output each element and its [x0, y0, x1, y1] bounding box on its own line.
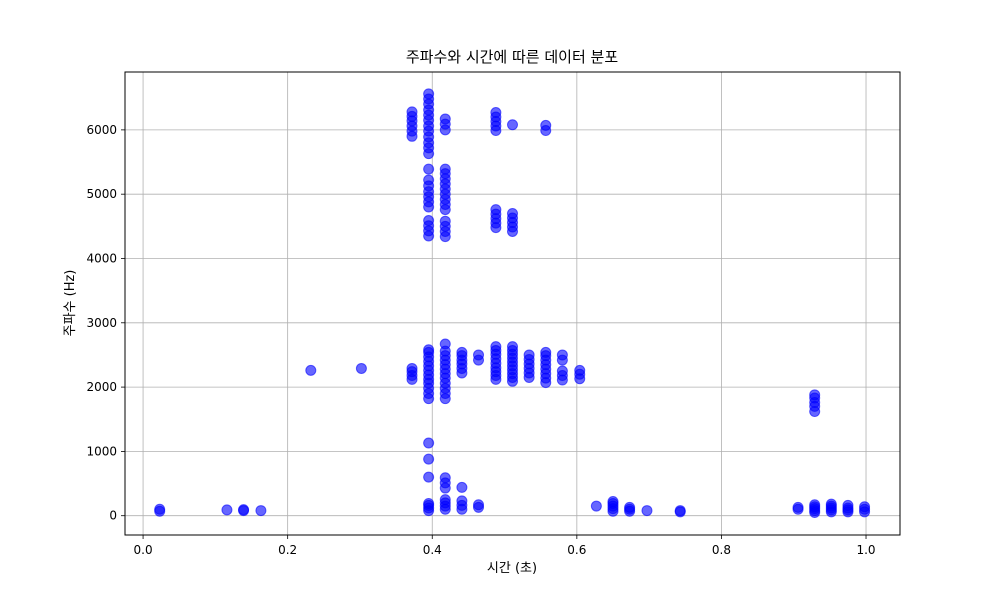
- data-point: [540, 346, 552, 358]
- x-tick-label: 0.8: [712, 543, 731, 557]
- data-point: [423, 215, 435, 227]
- data-point: [305, 364, 317, 376]
- data-point: [423, 471, 435, 483]
- data-point: [624, 501, 636, 513]
- y-tick-label: 1000: [86, 444, 117, 458]
- data-points: [154, 88, 871, 518]
- data-point: [674, 505, 686, 517]
- x-axis-ticks: 0.0 0.2 0.4 0.6 0.8 1.0: [134, 535, 876, 557]
- data-point: [540, 119, 552, 131]
- data-point: [825, 498, 837, 510]
- data-point: [842, 499, 854, 511]
- data-point: [523, 349, 535, 361]
- data-point: [809, 499, 821, 511]
- data-point: [590, 500, 602, 512]
- y-tick-label: 4000: [86, 251, 117, 265]
- data-point: [859, 501, 871, 513]
- plot-frame: [124, 71, 901, 536]
- y-tick-label: 3000: [86, 316, 117, 330]
- x-tick-label: 0.6: [567, 543, 586, 557]
- x-axis-label: 시간 (초): [487, 561, 537, 576]
- data-point: [456, 495, 468, 507]
- grid-lines: [125, 72, 900, 535]
- data-point: [238, 504, 250, 516]
- y-tick-label: 6000: [86, 123, 117, 137]
- data-point: [607, 496, 619, 508]
- y-axis-label: 주파수 (Hz): [63, 270, 78, 337]
- data-point: [809, 389, 821, 401]
- data-point: [641, 505, 653, 517]
- data-point: [473, 499, 485, 511]
- data-point: [439, 215, 451, 227]
- data-point: [490, 107, 502, 119]
- data-point: [423, 174, 435, 186]
- data-point: [423, 88, 435, 100]
- data-point: [792, 501, 804, 513]
- data-point: [456, 481, 468, 493]
- data-point: [423, 453, 435, 465]
- x-tick-label: 1.0: [856, 543, 875, 557]
- data-point: [556, 365, 568, 377]
- x-tick-label: 0.2: [278, 543, 297, 557]
- x-tick-label: 0.4: [423, 543, 442, 557]
- y-tick-label: 5000: [86, 187, 117, 201]
- y-axis-ticks: 0 1000 2000 3000 4000 5000 6000: [86, 123, 125, 523]
- data-point: [490, 341, 502, 353]
- data-point: [439, 494, 451, 506]
- data-point: [439, 472, 451, 484]
- data-point: [439, 113, 451, 125]
- chart-title: 주파수와 시간에 따른 데이터 분포: [406, 48, 618, 66]
- data-point: [423, 437, 435, 449]
- data-point: [355, 362, 367, 374]
- data-point: [423, 344, 435, 356]
- data-point: [154, 503, 166, 515]
- y-tick-label: 0: [109, 509, 117, 523]
- data-point: [255, 505, 267, 517]
- data-point: [406, 362, 418, 374]
- data-point: [507, 207, 518, 219]
- data-point: [439, 338, 451, 350]
- data-point: [556, 349, 568, 361]
- data-point: [439, 163, 451, 175]
- data-point: [456, 346, 468, 358]
- x-tick-label: 0.0: [134, 543, 153, 557]
- data-point: [423, 163, 435, 175]
- data-point: [406, 106, 418, 118]
- data-point: [221, 504, 233, 516]
- data-point: [490, 204, 502, 216]
- data-point: [507, 341, 518, 353]
- data-point: [574, 364, 586, 376]
- data-point: [423, 497, 435, 509]
- data-point: [473, 349, 485, 361]
- y-tick-label: 2000: [86, 380, 117, 394]
- data-point: [507, 119, 518, 131]
